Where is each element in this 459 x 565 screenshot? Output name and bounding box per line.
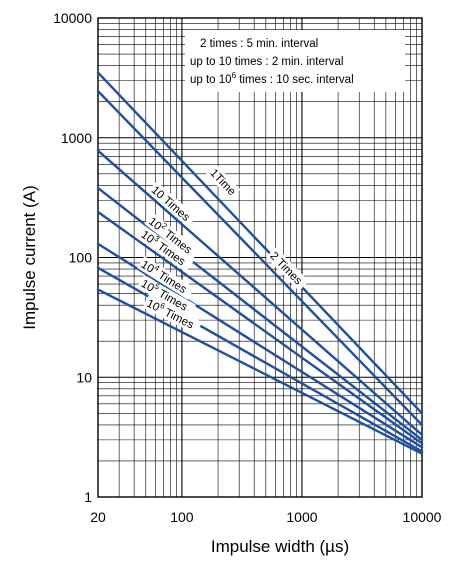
series-label-backing [142,295,203,335]
x-tick-label: 1000 [286,509,317,525]
y-tick-label: 10 [76,369,92,385]
series-label-backing [144,212,201,261]
series-line [96,186,424,442]
y-tick-label: 100 [69,250,93,266]
series-line [96,210,424,445]
note-line: up to 10 times : 2 min. interval [190,56,343,68]
series-line [96,242,424,449]
y-tick-label: 10000 [53,10,92,26]
note-line: 2 times : 5 min. interval [200,38,318,50]
series-label-backing [147,181,197,228]
y-tick-label: 1000 [61,130,92,146]
y-axis-title: Impulse current (A) [20,185,39,330]
series-label-backing [137,275,196,317]
tick-labels: 20 100 1000 10000 1 10 100 1000 10000 [53,10,442,525]
note-box-background [185,30,405,92]
series-line [96,71,424,415]
series-line [96,149,424,437]
series-line [96,89,424,427]
x-tick-label: 20 [90,509,106,525]
note-line: up to 106 times : 10 sec. interval [190,71,354,86]
series-label-backing [205,164,241,200]
series-label: 2 Times [267,250,304,287]
series-label-backing [136,256,196,300]
plot-frame [97,17,423,498]
x-tick-label: 100 [170,509,194,525]
x-tick-label: 10000 [403,509,442,525]
series-line [96,288,424,455]
y-tick-label: 1 [84,489,92,505]
series-label-backing [265,247,309,292]
series-label-backing [136,226,194,273]
curves [96,71,424,455]
interval-note-box: 2 times : 5 min. interval up to 10 times … [185,30,405,92]
x-axis-title: Impulse width (µs) [211,537,349,556]
series-line [96,266,424,453]
